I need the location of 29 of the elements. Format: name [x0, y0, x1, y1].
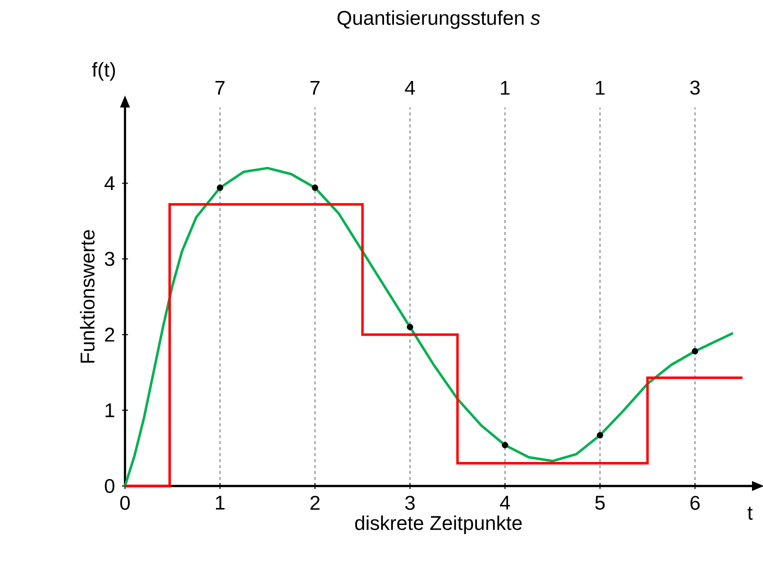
point [502, 442, 508, 448]
y-tick-label: 4 [104, 176, 115, 190]
text: 7 [310, 80, 320, 95]
point [312, 184, 318, 191]
text: t [748, 506, 753, 520]
text: 4 [404, 80, 415, 95]
x-axis-title: diskrete Zeitpunkte [355, 515, 522, 534]
point [216, 184, 224, 191]
x-tick-label: 2 [310, 496, 320, 510]
point [692, 348, 698, 354]
y-tick-label: 2 [105, 328, 114, 342]
x-tick-label: 1 [216, 496, 225, 510]
text: 3 [690, 80, 700, 95]
x-tick-label: 4 [500, 496, 510, 510]
x-tick-label: 5 [595, 496, 605, 510]
text: 1 [500, 80, 510, 95]
x-tick-label: 0 [120, 496, 130, 510]
x-tick-label: 3 [405, 496, 415, 510]
y-tick-label: 3 [104, 252, 114, 266]
x-tick-label: 6 [690, 496, 700, 510]
y-axis-title: Funktionswerte [80, 230, 95, 363]
text: f(t) [92, 62, 115, 81]
y-tick-label: 0 [104, 478, 114, 494]
chart-title: Quantisierungsstufen s [338, 10, 540, 29]
text: 1 [596, 80, 605, 95]
point [406, 324, 414, 330]
y-tick-label: 1 [106, 403, 114, 418]
point [596, 432, 604, 438]
text: 7 [215, 80, 225, 95]
